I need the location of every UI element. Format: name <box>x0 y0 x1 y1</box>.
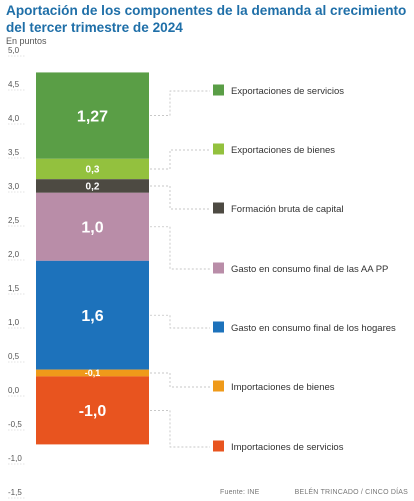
y-tick-label: 1,5 <box>8 284 20 293</box>
legend-label: Gasto en consumo final de las AA PP <box>231 264 388 275</box>
legend-swatch <box>213 202 224 214</box>
stacked-bar <box>36 72 149 445</box>
y-tick-label: -1,0 <box>8 454 22 463</box>
chart-subtitle: En puntos <box>6 36 47 46</box>
y-tick-label: 0,5 <box>8 352 20 361</box>
bar-segment <box>36 158 149 180</box>
legend-label: Formación bruta de capital <box>231 204 343 215</box>
bar-segment <box>36 376 149 445</box>
bar-segment <box>36 192 149 261</box>
source-note: Fuente: INE <box>220 489 260 496</box>
y-tick-label: 0,0 <box>8 386 20 395</box>
legend-connector <box>150 149 210 170</box>
y-tick-label: 4,0 <box>8 114 20 123</box>
y-axis: 5,0 4,5 4,0 3,5 3,0 2,5 2,0 1,5 1,0 0,5 0,0 -0,5 -1,… <box>8 46 26 499</box>
legend-swatch <box>213 321 224 333</box>
y-tick-label: 3,5 <box>8 148 20 157</box>
legend-label: Exportaciones de servicios <box>231 86 344 97</box>
chart-title: Aportación de los componentes de la dema… <box>6 3 407 35</box>
legend-swatch <box>213 380 224 392</box>
bar-value-label: 0,3 <box>86 165 100 176</box>
bar-value-label: -0,1 <box>85 368 101 378</box>
bar-value-label: 1,0 <box>81 220 103 237</box>
legend-connector <box>150 372 210 388</box>
legend-label: Exportaciones de bienes <box>231 145 335 156</box>
bar-segment <box>36 369 149 377</box>
legend-label: Gasto en consumo final de los hogares <box>231 323 396 334</box>
y-tick-label: 5,0 <box>8 46 20 55</box>
bar-value-label: 1,6 <box>81 308 103 325</box>
bar-segment <box>36 179 149 193</box>
bar-segment <box>36 260 149 370</box>
credit-note: BELÉN TRINCADO / CINCO DÍAS <box>294 489 408 496</box>
y-tick-label: 3,0 <box>8 182 20 191</box>
legend-swatch <box>213 84 224 96</box>
y-tick-label: 1,0 <box>8 318 20 327</box>
legend-swatch <box>213 262 224 274</box>
legend-connector <box>150 314 210 329</box>
legend-connector <box>150 410 210 448</box>
bar-value-labels: 1,27 0,3 0,2 1,0 1,6 -0,1 -1,0 <box>77 108 108 420</box>
bar-value-label: 0,2 <box>86 182 100 193</box>
y-tick-label: 2,5 <box>8 216 20 225</box>
y-tick-label: 4,5 <box>8 80 20 89</box>
bar-value-label: -1,0 <box>79 403 107 420</box>
bar-value-label: 1,27 <box>77 108 108 125</box>
bar-segment <box>36 72 149 159</box>
legend-label: Importaciones de servicios <box>231 442 344 453</box>
legend-swatch <box>213 143 224 155</box>
legend-connectors <box>150 90 210 448</box>
legend-connector <box>150 90 210 116</box>
legend: Exportaciones de servicios Exportaciones … <box>213 84 396 453</box>
legend-swatch <box>213 440 224 452</box>
legend-connector <box>150 185 210 210</box>
y-tick-label: 2,0 <box>8 250 20 259</box>
y-tick-label: -0,5 <box>8 420 22 429</box>
y-tick-label: -1,5 <box>8 488 22 497</box>
legend-label: Importaciones de bienes <box>231 382 335 393</box>
legend-connector <box>150 226 210 270</box>
